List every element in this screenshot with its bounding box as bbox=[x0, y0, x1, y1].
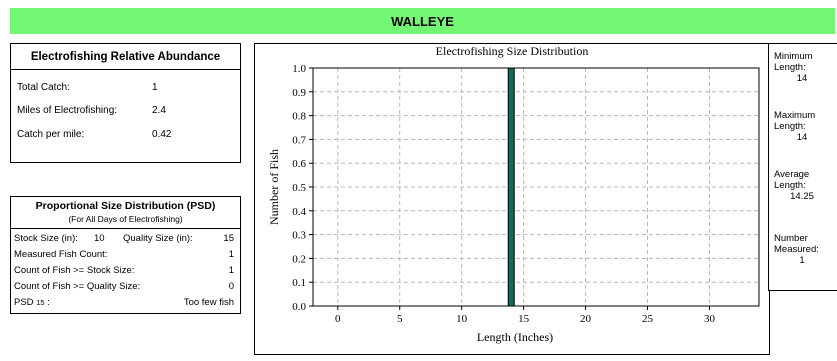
total-catch-value: 1 bbox=[152, 82, 158, 93]
chart-svg: Electrofishing Size Distribution 0.00.10… bbox=[267, 44, 760, 344]
quality-size-value: 15 bbox=[223, 233, 234, 244]
x-tick-label: 0 bbox=[335, 313, 341, 325]
length-stats-panel: Minimum Length: 14 Maximum Length: 14 Av… bbox=[768, 43, 837, 291]
x-axis-ticks: 0 5 10 15 20 25 30 bbox=[335, 306, 715, 325]
stock-count-label: Count of Fish >= Stock Size: bbox=[14, 265, 135, 276]
y-tick-label: 0.4 bbox=[292, 206, 306, 218]
number-measured-label: Number Measured: bbox=[774, 233, 819, 255]
max-length-value: 14 bbox=[796, 132, 808, 143]
psd-title: Proportional Size Distribution (PSD) bbox=[35, 200, 216, 212]
y-tick-label: 0.1 bbox=[292, 277, 306, 289]
stock-count-value: 1 bbox=[228, 265, 234, 276]
miles-label: Miles of Electrofishing: bbox=[17, 105, 118, 116]
species-title: WALLEYE bbox=[391, 13, 454, 29]
avg-length-label: Average Length: bbox=[774, 169, 810, 191]
y-tick-label: 0.0 bbox=[292, 301, 306, 313]
psd-label: PSD bbox=[14, 297, 34, 308]
measured-row: Measured Fish Count: 1 bbox=[14, 249, 234, 260]
stock-quality-row: Stock Size (in): 10 Quality Size (in): 1… bbox=[14, 233, 234, 244]
min-length-value: 14 bbox=[796, 73, 808, 84]
max-length-stat: Maximum Length: 14 bbox=[774, 110, 837, 143]
psd-value: Too few fish bbox=[183, 297, 234, 308]
measured-label: Measured Fish Count: bbox=[14, 249, 108, 260]
species-banner: WALLEYE bbox=[10, 8, 835, 34]
quality-count-row: Count of Fish >= Quality Size: 0 bbox=[14, 281, 234, 292]
x-axis-label: Length (Inches) bbox=[477, 330, 553, 344]
chart-title: Electrofishing Size Distribution bbox=[436, 44, 589, 58]
avg-length-stat: Average Length: 14.25 bbox=[774, 169, 837, 202]
catch-per-mile-label: Catch per mile: bbox=[17, 129, 85, 140]
abundance-title: Electrofishing Relative Abundance bbox=[11, 44, 240, 70]
y-tick-label: 0.9 bbox=[292, 87, 306, 99]
number-measured-value: 1 bbox=[799, 255, 805, 266]
psd-subscript: 15 bbox=[36, 298, 45, 307]
psd-subtitle: (For All Days of Electrofishing) bbox=[11, 212, 240, 229]
size-distribution-chart: Electrofishing Size Distribution 0.0 0.1 0… bbox=[254, 43, 770, 355]
total-catch-label: Total Catch: bbox=[17, 82, 70, 93]
stock-count-row: Count of Fish >= Stock Size: 1 bbox=[14, 265, 234, 276]
y-axis-ticks: 0.0 0.1 0.2 0.3 0.4 0.5 0.6 0.7 0.8 0.9 1.0 bbox=[292, 63, 313, 313]
y-tick-label: 0.8 bbox=[292, 111, 306, 123]
avg-length-value: 14.25 bbox=[790, 191, 814, 202]
quality-size-label: Quality Size (in): bbox=[123, 233, 193, 244]
y-tick-label: 0.5 bbox=[292, 182, 306, 194]
psd-row: PSD 15 : Too few fish bbox=[14, 297, 234, 308]
miles-value: 2.4 bbox=[152, 105, 166, 116]
relative-abundance-panel: Electrofishing Relative Abundance Total … bbox=[10, 43, 241, 163]
y-tick-label: 0.7 bbox=[292, 134, 306, 146]
quality-count-value: 0 bbox=[228, 281, 234, 292]
number-measured-stat: Number Measured: 1 bbox=[774, 233, 837, 266]
y-tick-label: 0.2 bbox=[292, 253, 306, 265]
catch-per-mile-value: 0.42 bbox=[152, 129, 172, 140]
x-tick-label: 5 bbox=[397, 313, 403, 325]
stock-size-value: 10 bbox=[94, 233, 105, 244]
chart-bars bbox=[507, 67, 515, 307]
plot-frame bbox=[312, 67, 760, 307]
measured-value: 1 bbox=[228, 249, 234, 260]
y-tick-label: 0.6 bbox=[292, 158, 306, 170]
x-tick-label: 15 bbox=[518, 313, 530, 325]
x-tick-label: 25 bbox=[642, 313, 654, 325]
max-length-label: Maximum Length: bbox=[774, 110, 816, 132]
psd-suffix: : bbox=[44, 297, 50, 308]
x-tick-label: 20 bbox=[580, 313, 592, 325]
x-tick-label: 10 bbox=[456, 313, 468, 325]
y-tick-label: 0.3 bbox=[292, 230, 306, 242]
y-axis-label: Number of Fish bbox=[267, 149, 281, 225]
stock-size-label: Stock Size (in): bbox=[14, 233, 78, 244]
psd-panel: Proportional Size Distribution (PSD) (Fo… bbox=[10, 196, 241, 314]
min-length-label: Minimum Length: bbox=[774, 51, 813, 73]
chart-grid bbox=[313, 67, 759, 307]
min-length-stat: Minimum Length: 14 bbox=[774, 51, 837, 84]
histogram-bar bbox=[507, 67, 515, 307]
x-tick-label: 30 bbox=[704, 313, 716, 325]
quality-count-label: Count of Fish >= Quality Size: bbox=[14, 281, 141, 292]
y-tick-label: 1.0 bbox=[292, 63, 306, 75]
